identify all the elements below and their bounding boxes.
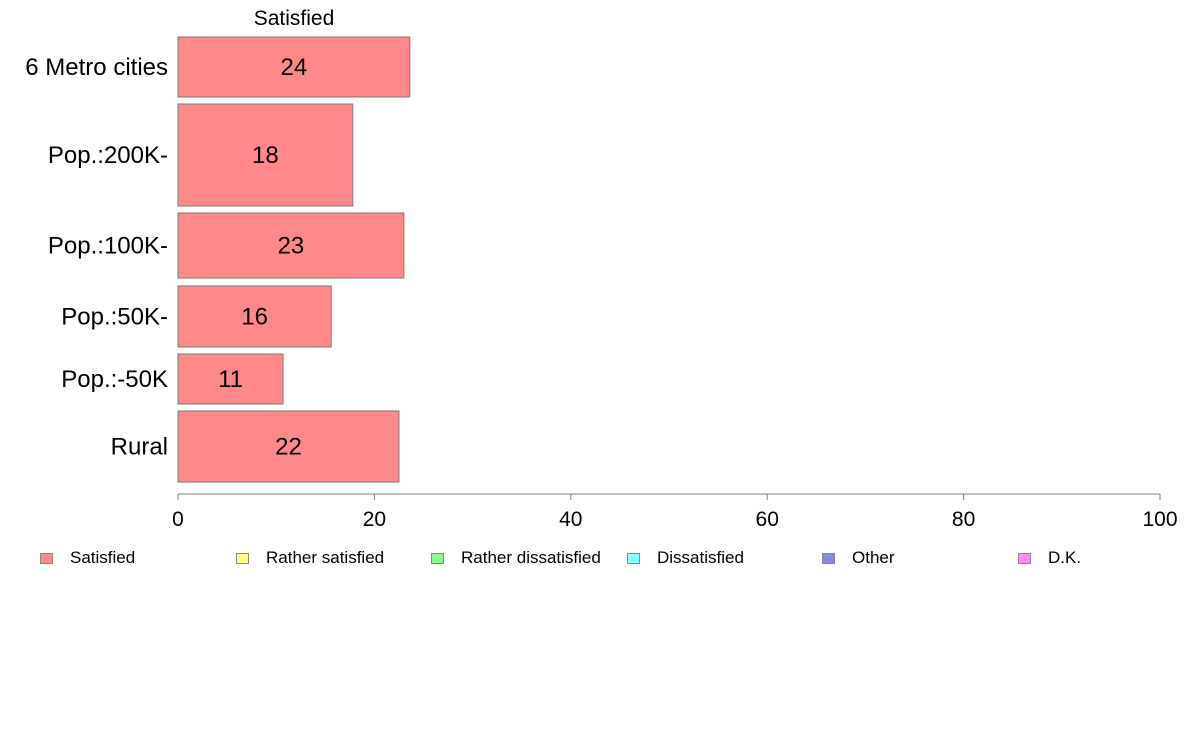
bar-value-label: 23 <box>278 233 305 260</box>
x-tick-label: 40 <box>559 508 582 531</box>
category-label: Pop.:50K- <box>61 304 168 331</box>
x-tick-label: 80 <box>952 508 975 531</box>
bar <box>177 285 332 348</box>
bars-layer: 24 18 23 16 11 22 <box>177 36 411 483</box>
category-label: Pop.:100K- <box>48 233 168 260</box>
legend-item: Other <box>822 547 895 569</box>
legend-item: Rather dissatisfied <box>431 547 601 569</box>
bar <box>177 103 354 207</box>
legend: Satisfied Rather satisfied Rather dissatis… <box>0 547 1188 569</box>
x-tick-label: 100 <box>1142 508 1177 531</box>
legend-swatch <box>627 552 640 564</box>
bar <box>177 353 284 405</box>
legend-label: Rather dissatisfied <box>461 548 601 567</box>
legend-swatch <box>40 552 53 564</box>
legend-label: Rather satisfied <box>266 548 385 567</box>
legend-swatch <box>1018 552 1031 564</box>
category-label: Pop.:200K- <box>48 142 168 169</box>
x-tick-label: 60 <box>756 508 779 531</box>
legend-label: Dissatisfied <box>657 548 744 567</box>
legend-item: Dissatisfied <box>627 547 744 569</box>
legend-item: Satisfied <box>40 547 135 569</box>
bar <box>177 36 411 98</box>
bar <box>177 212 405 279</box>
bar-value-label: 11 <box>218 366 243 393</box>
x-axis: 0 20 40 60 80 100 <box>172 493 1178 531</box>
bar-value-label: 18 <box>252 142 279 169</box>
legend-label: Satisfied <box>70 548 136 567</box>
chart-title: Satisfied <box>254 7 335 30</box>
bar-value-label: 22 <box>275 434 302 461</box>
legend-swatch <box>822 552 835 564</box>
legend-swatch <box>236 552 249 564</box>
legend-swatch <box>431 552 444 564</box>
category-label: 6 Metro cities <box>25 54 168 81</box>
category-labels: 6 Metro cities Pop.:200K- Pop.:100K- Pop.:5… <box>25 54 168 461</box>
legend-item: D.K. <box>1018 547 1081 569</box>
bar-value-label: 24 <box>281 54 308 81</box>
bar-value-label: 16 <box>241 304 268 331</box>
legend-label: Other <box>852 548 895 567</box>
category-label: Rural <box>111 434 168 461</box>
x-tick-label: 0 <box>172 508 184 531</box>
legend-label: D.K. <box>1048 548 1082 567</box>
legend-item: Rather satisfied <box>236 547 384 569</box>
x-tick-label: 20 <box>363 508 386 531</box>
category-label: Pop.:-50K <box>61 366 168 393</box>
bar <box>177 410 400 483</box>
